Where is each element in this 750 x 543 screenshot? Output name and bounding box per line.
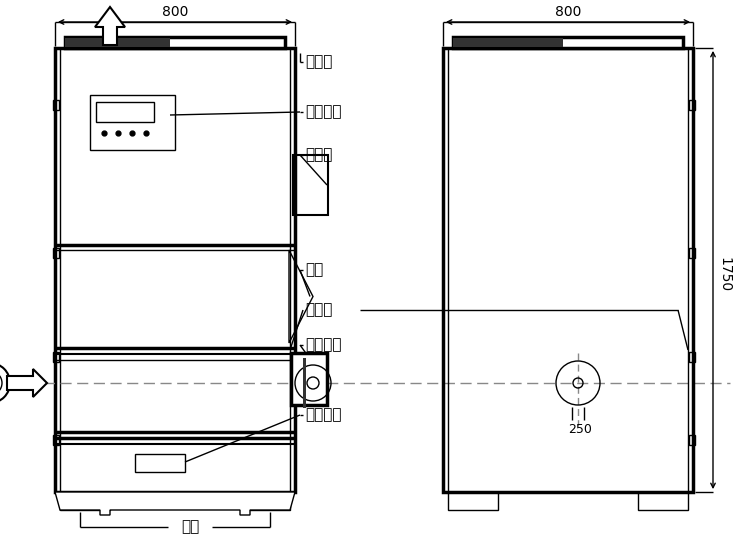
Text: 出风口: 出风口 (305, 54, 332, 70)
Bar (53, 248, 59, 258)
Text: 控制面板: 控制面板 (305, 104, 341, 119)
Bar (689, 100, 695, 110)
Text: 锁扣: 锁扣 (305, 262, 323, 277)
Bar (60, 492, 110, 510)
Bar (135, 454, 185, 472)
Bar (65, 38, 170, 47)
Bar (453, 37, 683, 48)
Polygon shape (95, 7, 125, 45)
Bar (90, 95, 175, 150)
Bar (96, 102, 154, 122)
Bar (448, 492, 498, 510)
Bar (53, 435, 59, 445)
Polygon shape (7, 369, 47, 397)
Bar (689, 352, 695, 362)
Text: 配电箱: 配电箱 (305, 148, 332, 162)
Bar (303, 358, 306, 408)
Bar (689, 435, 695, 445)
Polygon shape (55, 492, 295, 515)
Bar (240, 492, 290, 510)
Bar (53, 100, 59, 110)
Bar (291, 353, 327, 405)
Text: 800: 800 (162, 5, 188, 19)
Text: 1750: 1750 (717, 257, 731, 293)
Text: 振打电机: 振打电机 (305, 338, 341, 352)
Bar (453, 38, 563, 47)
Text: 地脚: 地脚 (181, 520, 200, 534)
Bar (55, 48, 295, 492)
Bar (293, 155, 328, 215)
Text: 250: 250 (568, 423, 592, 436)
Text: 800: 800 (555, 5, 581, 19)
Bar (65, 37, 285, 48)
Bar (638, 492, 688, 510)
Text: 集尘抽屉: 集尘抽屉 (305, 407, 341, 422)
Bar (689, 248, 695, 258)
Bar (443, 48, 693, 492)
Text: 进风口: 进风口 (305, 302, 332, 318)
Bar (53, 352, 59, 362)
